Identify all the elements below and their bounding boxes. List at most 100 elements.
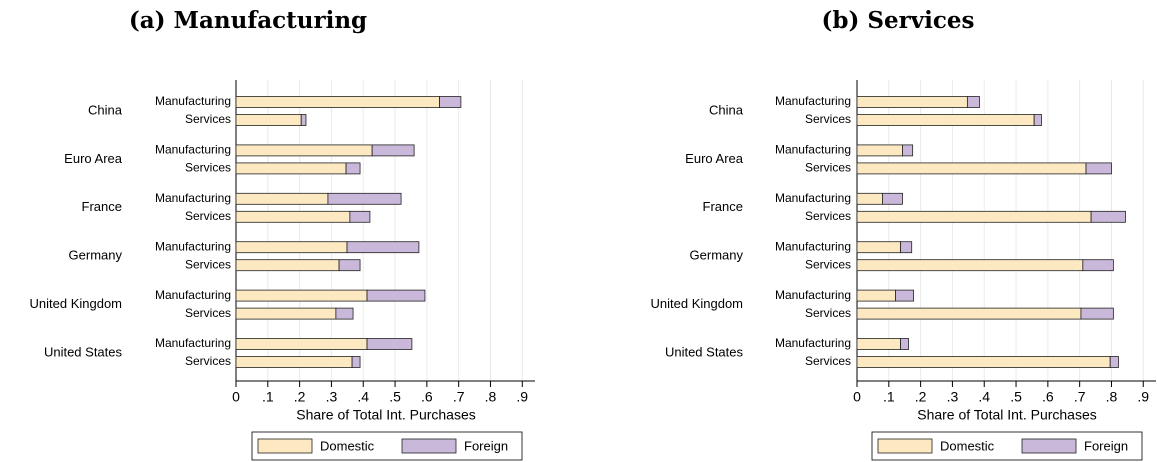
bar-segment	[235, 96, 440, 108]
bar-segment	[856, 289, 896, 302]
group-label: France	[703, 199, 743, 214]
bar-segment	[856, 96, 968, 108]
category-label: Services	[185, 354, 231, 368]
bar-segment	[1090, 210, 1126, 223]
x-tick-label: .2	[294, 389, 306, 405]
x-tick-label: .1	[262, 389, 274, 405]
category-label: Services	[805, 257, 851, 271]
bar-segment	[366, 289, 426, 302]
x-tick-label: .9	[1137, 389, 1149, 405]
category-label: Manufacturing	[155, 288, 231, 302]
bar-segment	[900, 241, 913, 254]
group-label: China	[709, 102, 744, 117]
bar-segment	[856, 192, 883, 205]
group-label: United Kingdom	[651, 296, 744, 311]
category-label: Manufacturing	[155, 94, 231, 108]
bar-segment	[882, 192, 903, 205]
group-label: China	[88, 102, 123, 117]
category-label: Services	[805, 112, 851, 126]
x-axis-label: Share of Total Int. Purchases	[917, 407, 1097, 423]
x-tick-label: .8	[485, 389, 497, 405]
bar-segment	[856, 241, 901, 254]
category-label: Services	[805, 209, 851, 223]
category-label: Services	[185, 209, 231, 223]
x-tick-label: .2	[915, 389, 927, 405]
legend-box	[871, 431, 1143, 461]
legend-swatch	[877, 438, 933, 454]
bar-segment	[235, 241, 348, 254]
bar-segment	[856, 356, 1111, 368]
group-label: France	[82, 199, 122, 214]
group-label: United States	[665, 344, 744, 359]
bar-segment	[1085, 162, 1112, 175]
category-label: Services	[805, 161, 851, 175]
x-tick-label: .1	[883, 389, 895, 405]
x-tick-label: .9	[516, 389, 528, 405]
bar-segment	[895, 289, 915, 302]
x-tick-label: .5	[389, 389, 401, 405]
category-label: Manufacturing	[775, 143, 851, 157]
bar-segment	[856, 162, 1087, 175]
legend-swatch	[1021, 438, 1077, 454]
bar-segment	[371, 144, 415, 157]
legend-label: Domestic	[320, 438, 375, 453]
legend-swatch	[401, 438, 457, 454]
bar-segment	[349, 210, 371, 223]
x-tick-label: 0	[853, 389, 861, 405]
bar-segment	[345, 162, 361, 175]
category-label: Manufacturing	[155, 143, 231, 157]
x-tick-label: .3	[326, 389, 338, 405]
bar-segment	[335, 307, 354, 320]
category-label: Manufacturing	[775, 94, 851, 108]
category-label: Manufacturing	[775, 336, 851, 350]
bar-segment	[856, 307, 1082, 320]
bar-segment	[1109, 356, 1119, 368]
category-label: Services	[805, 306, 851, 320]
x-tick-label: .4	[357, 389, 369, 405]
x-tick-label: .7	[1074, 389, 1086, 405]
bar-segment	[235, 162, 347, 175]
chart-title: (b) Services	[822, 7, 975, 34]
legend-box	[251, 431, 523, 461]
group-label: Euro Area	[685, 151, 744, 166]
bar-segment	[235, 289, 368, 302]
bar-segment	[1080, 307, 1114, 320]
category-label: Services	[185, 112, 231, 126]
bar-segment	[856, 114, 1035, 126]
bar-segment	[327, 192, 402, 205]
x-tick-label: .4	[978, 389, 990, 405]
x-tick-label: .6	[421, 389, 433, 405]
category-label: Manufacturing	[155, 191, 231, 205]
legend-label: Domestic	[940, 438, 995, 453]
category-label: Services	[185, 257, 231, 271]
legend-label: Foreign	[464, 438, 508, 453]
x-tick-label: 0	[232, 389, 240, 405]
bar-segment	[966, 96, 980, 108]
bar-segment	[235, 338, 368, 350]
bar-segment	[1033, 114, 1042, 126]
bar-segment	[346, 241, 420, 254]
bar-segment	[235, 259, 340, 272]
bar-segment	[856, 259, 1084, 272]
x-tick-label: .8	[1106, 389, 1118, 405]
bar-segment	[900, 338, 909, 350]
legend-swatch	[257, 438, 313, 454]
bar-segment	[366, 338, 413, 350]
category-label: Services	[805, 354, 851, 368]
bar-segment	[235, 144, 373, 157]
group-label: Euro Area	[64, 151, 123, 166]
bar-segment	[439, 96, 462, 108]
category-label: Services	[185, 306, 231, 320]
category-label: Manufacturing	[155, 239, 231, 253]
bar-segment	[856, 210, 1092, 223]
x-tick-label: .5	[1010, 389, 1022, 405]
bar-segment	[856, 144, 903, 157]
bar-segment	[300, 114, 307, 126]
chart-title: (a) Manufacturing	[129, 7, 367, 34]
bar-segment	[235, 307, 337, 320]
bar-segment	[235, 210, 351, 223]
category-label: Manufacturing	[155, 336, 231, 350]
x-tick-label: .3	[947, 389, 959, 405]
category-label: Services	[185, 161, 231, 175]
